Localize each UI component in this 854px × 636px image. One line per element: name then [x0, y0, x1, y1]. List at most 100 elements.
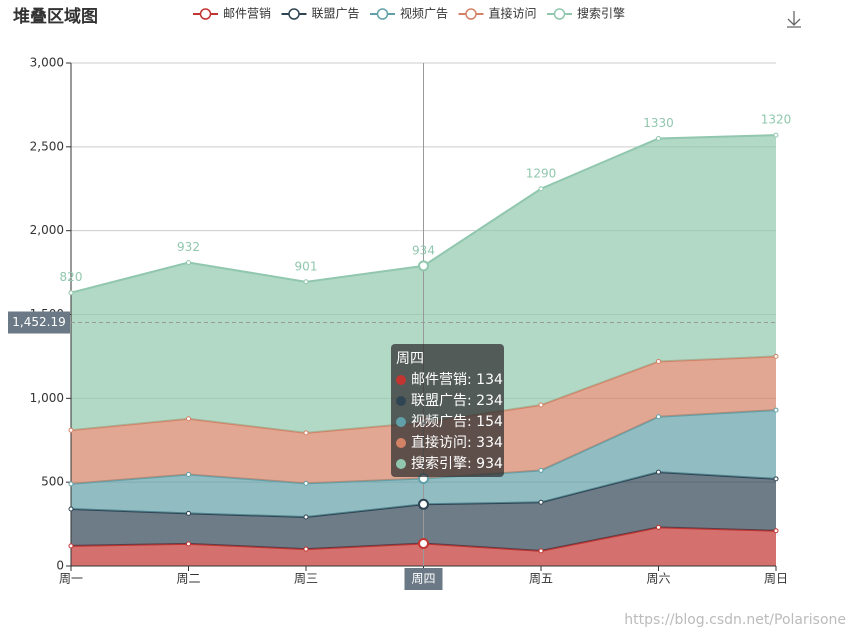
sep: : — [467, 393, 476, 409]
tooltip-value: 134 — [476, 372, 503, 388]
point — [773, 407, 779, 413]
tooltip-name: 联盟广告 — [411, 393, 467, 409]
tooltip-title: 周四 — [396, 351, 424, 367]
x-tick-label: 周三 — [294, 572, 318, 586]
legend-label: 搜索引擎 — [577, 6, 625, 21]
download-button[interactable] — [787, 11, 801, 28]
value-label: 820 — [60, 270, 83, 284]
sep: : — [467, 372, 476, 388]
legend-label: 联盟广告 — [312, 7, 360, 21]
tooltip-row: 直接访问: 334 — [411, 434, 503, 451]
legend-marker — [553, 8, 566, 20]
tooltip-name: 搜索引擎 — [411, 455, 467, 472]
point — [68, 290, 74, 296]
value-label: 1330 — [643, 116, 674, 130]
point — [68, 506, 74, 512]
point — [68, 481, 74, 487]
point — [68, 427, 74, 433]
point — [186, 416, 191, 422]
x-tick-label: 周二 — [176, 572, 200, 586]
value-label: 934 — [412, 243, 435, 257]
legend-marker — [288, 8, 300, 20]
point — [538, 548, 544, 554]
x-tick-label: 周五 — [529, 572, 553, 586]
point — [656, 135, 661, 141]
point — [656, 414, 661, 420]
value-label: 1320 — [761, 113, 792, 127]
area — [71, 410, 776, 518]
y-tick-label: 2,500 — [30, 139, 64, 153]
tooltip-row: 搜索引擎: 934 — [411, 455, 503, 472]
value-label: 1290 — [526, 166, 557, 180]
point — [303, 480, 309, 486]
point — [538, 402, 544, 408]
tooltip-dot — [396, 417, 406, 427]
tooltip-row: 邮件营销: 134 — [411, 372, 503, 388]
point — [303, 430, 309, 436]
y-tick-label: 0 — [56, 559, 64, 573]
point — [538, 467, 544, 473]
x-tick-label: 周六 — [646, 572, 670, 586]
tooltip-name: 直接访问 — [411, 434, 467, 451]
tooltip-value: 934 — [476, 456, 503, 472]
tooltip-value: 334 — [476, 435, 503, 451]
legend-label: 直接访问 — [489, 6, 537, 21]
tooltip-name: 视频广告 — [411, 414, 467, 430]
x-tick-label: 周四 — [411, 572, 435, 586]
x-tick-label: 周日 — [764, 572, 788, 586]
value-label: 932 — [177, 240, 200, 254]
point — [418, 498, 429, 510]
point — [656, 524, 661, 530]
legend-marker — [376, 8, 389, 20]
y-tick-label: 2,000 — [30, 223, 64, 237]
sep: : — [467, 435, 476, 451]
area — [71, 356, 776, 484]
point — [303, 546, 309, 552]
axis-pointer-label-bg — [8, 311, 70, 334]
legend-label: 视频广告 — [400, 6, 448, 21]
point — [186, 541, 191, 547]
point — [418, 260, 429, 272]
legend-label: 邮件营销 — [223, 7, 271, 21]
tooltip-value: 234 — [476, 393, 503, 409]
y-tick-label: 500 — [41, 475, 64, 489]
tooltip-dot — [396, 375, 406, 385]
value-label: 901 — [295, 259, 318, 273]
point — [186, 510, 191, 516]
legend-marker — [199, 8, 212, 20]
point — [186, 260, 191, 266]
point — [656, 358, 661, 364]
point — [538, 186, 544, 192]
tooltip-row: 联盟广告: 234 — [411, 393, 503, 409]
tooltip-row: 视频广告: 154 — [411, 414, 503, 430]
tooltip-dot — [396, 459, 406, 469]
tooltip-dot — [396, 438, 406, 448]
point — [773, 476, 779, 482]
download-icon[interactable] — [787, 11, 801, 28]
watermark: https://blog.csdn.net/Polarisone — [624, 612, 846, 628]
sep: : — [467, 414, 476, 430]
point — [68, 543, 74, 549]
tooltip-name: 邮件营销 — [411, 372, 467, 388]
axis-pointer-x-bg — [404, 568, 443, 590]
tooltip-value: 154 — [476, 414, 503, 430]
axis-pointer-label: 1,452.19 — [12, 315, 65, 329]
point — [303, 514, 309, 520]
tooltip-bg — [391, 344, 504, 477]
point — [773, 132, 779, 138]
legend-marker — [465, 8, 477, 20]
x-tick-label: 周一 — [59, 572, 83, 586]
point — [418, 538, 429, 550]
y-tick-label: 3,000 — [30, 56, 64, 70]
point — [656, 469, 661, 475]
point — [773, 353, 779, 359]
chart-title: 堆叠区域图 — [13, 6, 98, 27]
point — [538, 499, 544, 505]
point — [303, 279, 309, 285]
sep: : — [467, 456, 476, 472]
point — [773, 528, 779, 534]
tooltip-dot — [396, 396, 406, 406]
point — [186, 471, 191, 477]
